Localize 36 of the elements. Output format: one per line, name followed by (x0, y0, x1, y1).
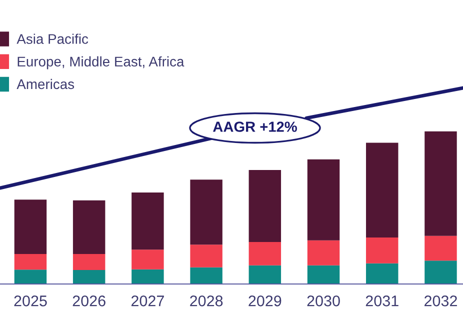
bar (366, 142, 398, 238)
x-tick-label: 2029 (248, 296, 282, 306)
x-tick-label: 2025 (14, 296, 47, 306)
x-tick-label: 2028 (190, 296, 223, 306)
bar (132, 269, 164, 284)
bar (14, 254, 47, 270)
x-tick-label: 2026 (72, 296, 106, 306)
legend-label: Americas (16, 78, 74, 90)
x-tick-label: 2031 (366, 296, 398, 306)
bar (424, 131, 457, 236)
x-tick-label: 2027 (131, 296, 164, 306)
bar (248, 265, 282, 284)
bar (14, 200, 47, 254)
annotation: AAGR +12% (213, 122, 297, 132)
bar (366, 263, 398, 284)
bar (248, 242, 282, 266)
x-tick-label: 2032 (424, 296, 457, 306)
bar (72, 270, 106, 284)
bar (307, 240, 340, 266)
bar (132, 250, 164, 270)
bar (14, 270, 47, 284)
legend-label: Asia Pacific (16, 34, 88, 44)
bar (190, 244, 222, 268)
bar (424, 260, 457, 284)
bar (366, 237, 398, 264)
bar (424, 236, 457, 261)
bar (190, 267, 222, 284)
bar (72, 200, 106, 254)
x-tick-label: 2030 (307, 296, 340, 306)
bar (248, 170, 282, 242)
bar (307, 265, 340, 284)
bar (132, 192, 164, 250)
bar (307, 159, 340, 240)
bar (72, 254, 106, 270)
legend-label: Europe, Middle East, Africa (18, 56, 184, 70)
bar (190, 180, 222, 245)
